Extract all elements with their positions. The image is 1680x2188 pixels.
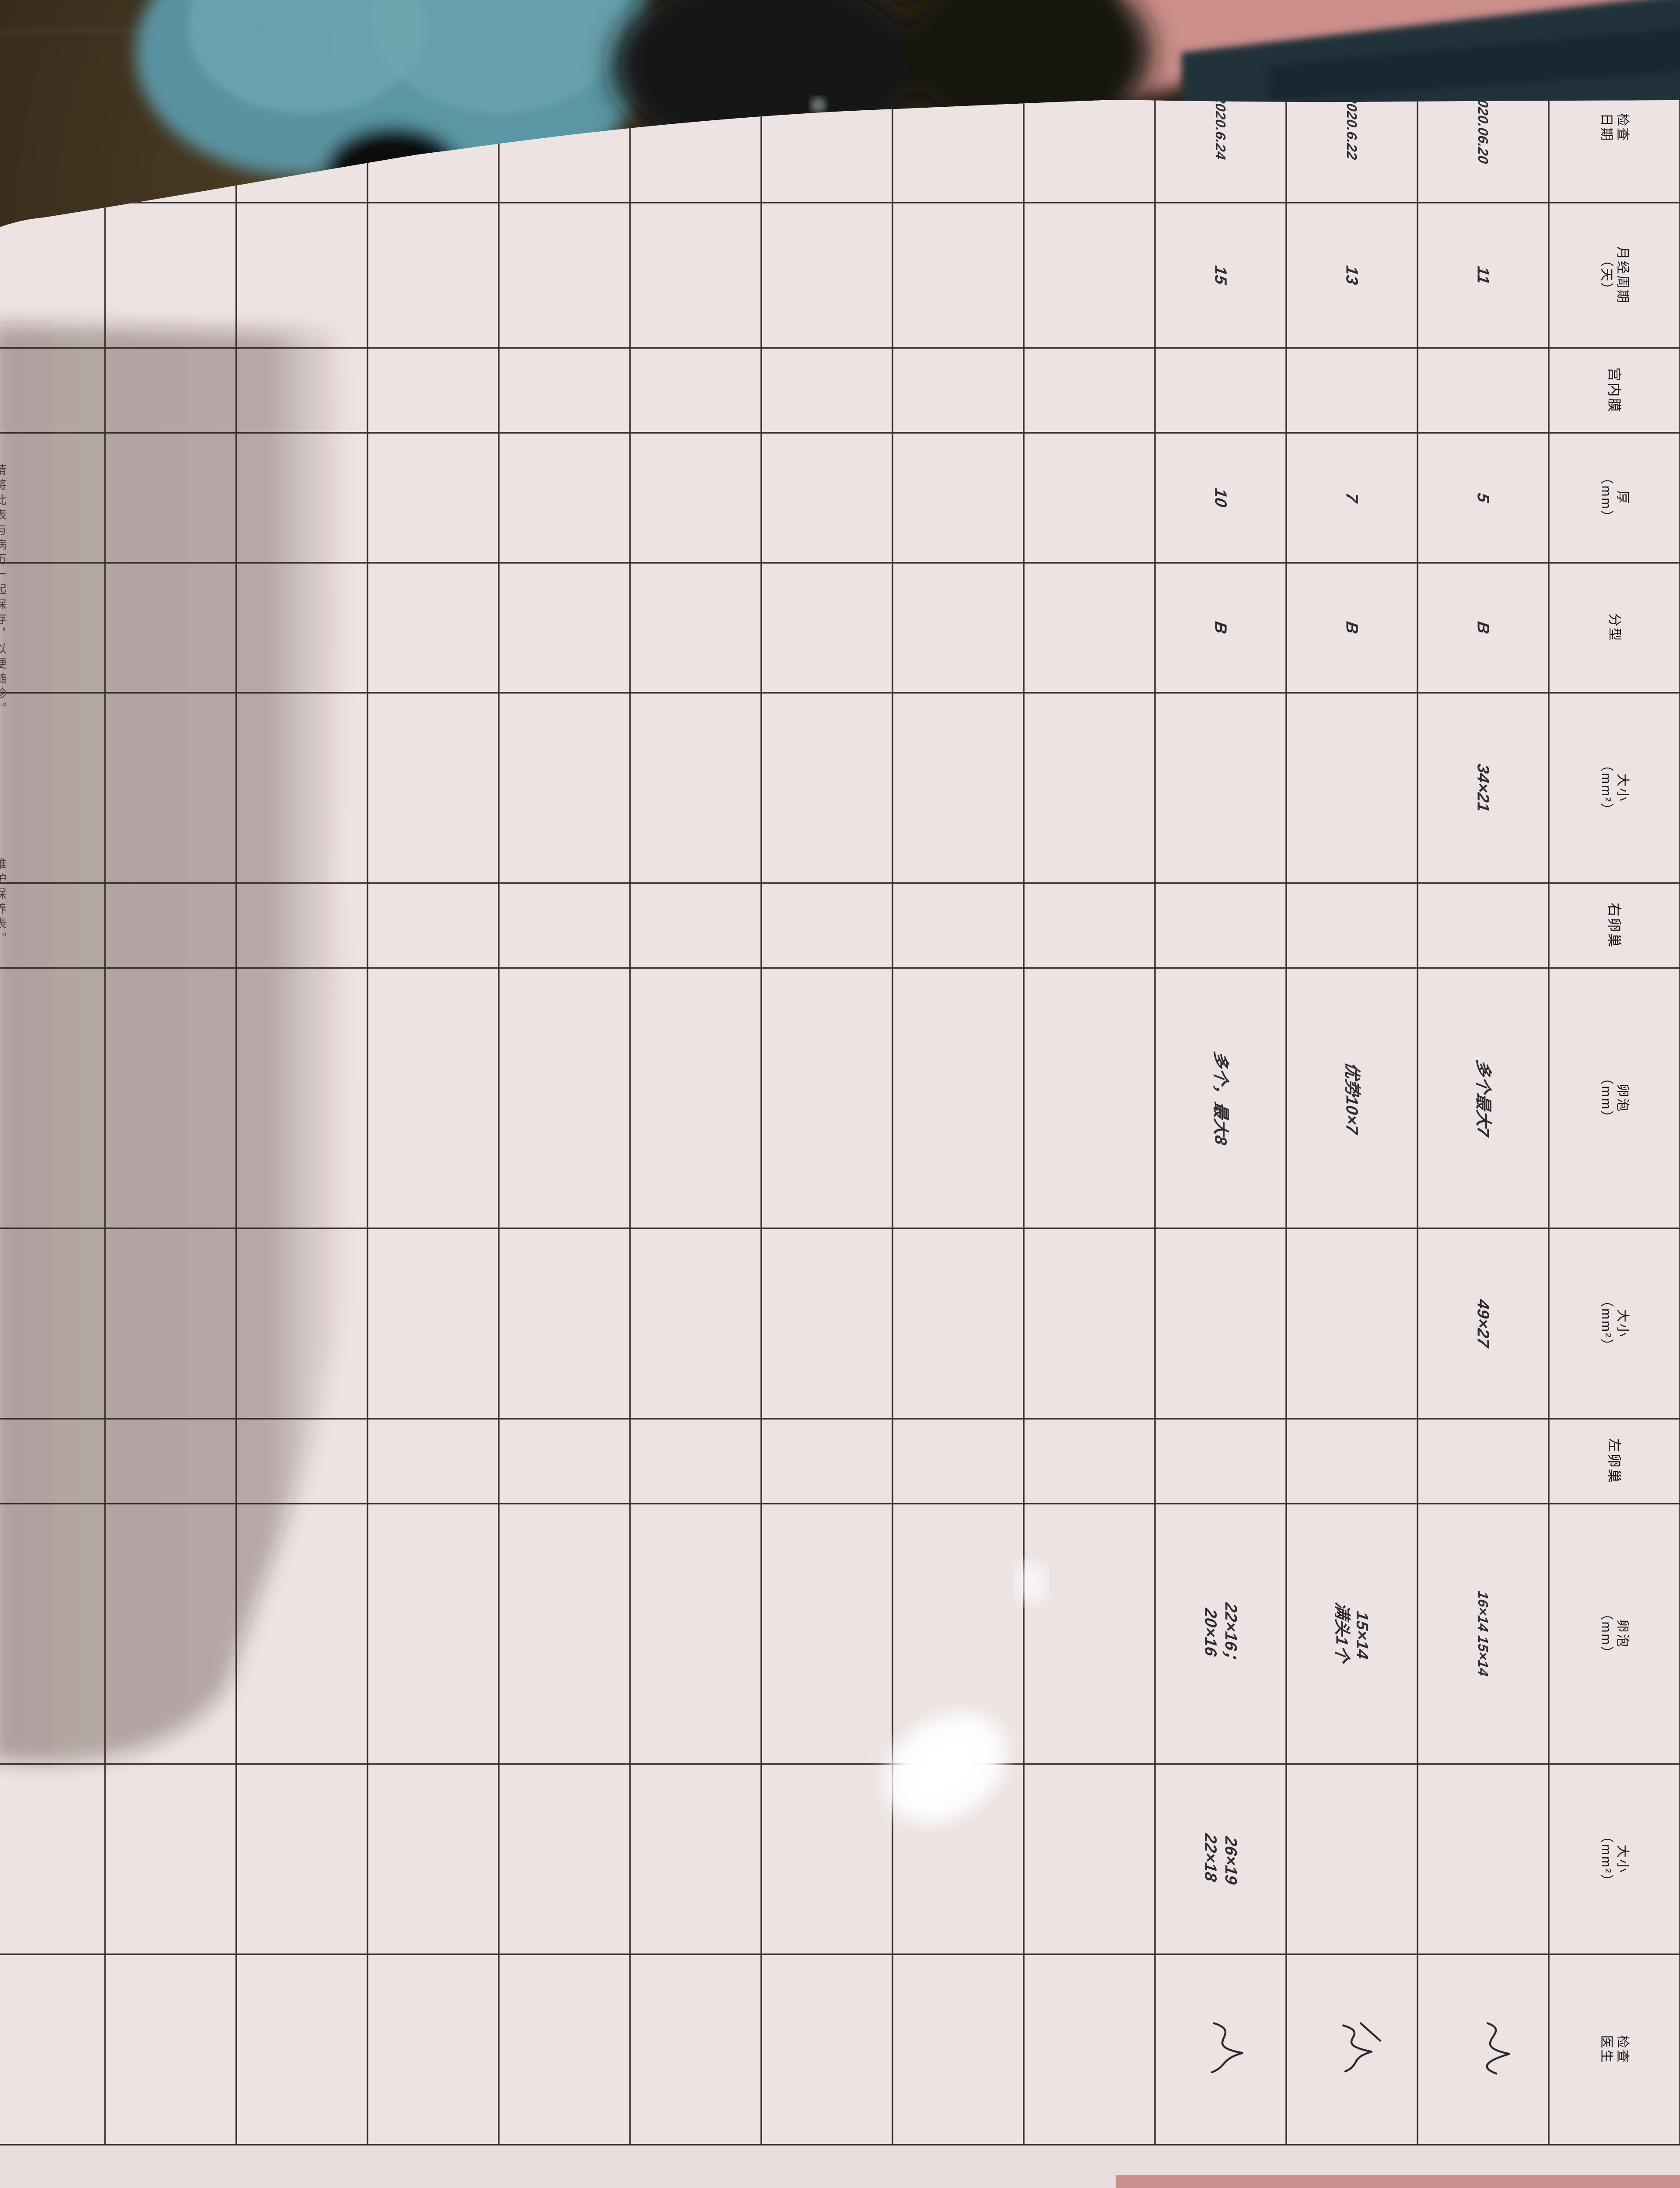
svg-text:13: 13 — [1343, 264, 1362, 286]
svg-text:医生: 医生 — [1599, 2035, 1614, 2064]
svg-text:日期: 日期 — [1599, 113, 1614, 142]
svg-text:检查: 检查 — [1615, 113, 1630, 142]
svg-text:49×27: 49×27 — [1474, 1298, 1493, 1349]
svg-text:（mm）: （mm） — [1599, 1607, 1614, 1661]
svg-text:（mm²）: （mm²） — [1599, 1830, 1614, 1889]
svg-text:多个最大7: 多个最大7 — [1474, 1059, 1493, 1139]
svg-text:月经周期: 月经周期 — [1615, 246, 1630, 304]
svg-text:26×19: 26×19 — [1222, 1835, 1240, 1886]
svg-text:20×16: 20×16 — [1201, 1607, 1220, 1658]
svg-text:满头1个: 满头1个 — [1332, 1601, 1351, 1666]
svg-text:（mm）: （mm） — [1599, 471, 1614, 525]
svg-text:厚: 厚 — [1615, 491, 1630, 505]
svg-text:左卵巢: 左卵巢 — [1606, 1438, 1622, 1484]
svg-text:宫内膜: 宫内膜 — [1606, 367, 1622, 413]
svg-text:卵泡: 卵泡 — [1615, 1620, 1630, 1648]
svg-text:（天）: （天） — [1599, 254, 1614, 297]
svg-text:11: 11 — [1474, 265, 1493, 285]
svg-text:多个，最大8: 多个，最大8 — [1211, 1050, 1230, 1146]
svg-text:卵泡: 卵泡 — [1615, 1084, 1630, 1113]
svg-text:（mm²）: （mm²） — [1599, 758, 1614, 817]
svg-text:检查: 检查 — [1615, 2035, 1630, 2064]
svg-text:大小: 大小 — [1615, 774, 1630, 803]
svg-text:15: 15 — [1211, 264, 1230, 286]
svg-text:34×21: 34×21 — [1474, 763, 1493, 813]
svg-text:大小: 大小 — [1615, 1845, 1630, 1874]
svg-text:15×14: 15×14 — [1353, 1610, 1372, 1660]
svg-text:16×14 15×14: 16×14 15×14 — [1475, 1590, 1491, 1677]
svg-text:右卵巢: 右卵巢 — [1606, 902, 1622, 948]
svg-text:优势10×7: 优势10×7 — [1343, 1061, 1362, 1136]
svg-text:（mm）: （mm） — [1599, 1072, 1614, 1125]
svg-text:2020.06.20: 2020.06.20 — [1475, 90, 1491, 165]
svg-text:2020.6.22: 2020.6.22 — [1344, 94, 1360, 161]
svg-text:分型: 分型 — [1607, 614, 1622, 642]
svg-text:22×16；: 22×16； — [1222, 1601, 1240, 1669]
svg-text:（mm²）: （mm²） — [1599, 1294, 1614, 1353]
svg-text:10: 10 — [1211, 487, 1230, 508]
svg-text:22×18: 22×18 — [1201, 1832, 1220, 1883]
svg-text:大小: 大小 — [1615, 1309, 1630, 1338]
svg-text:2020.6.24: 2020.6.24 — [1213, 94, 1228, 161]
